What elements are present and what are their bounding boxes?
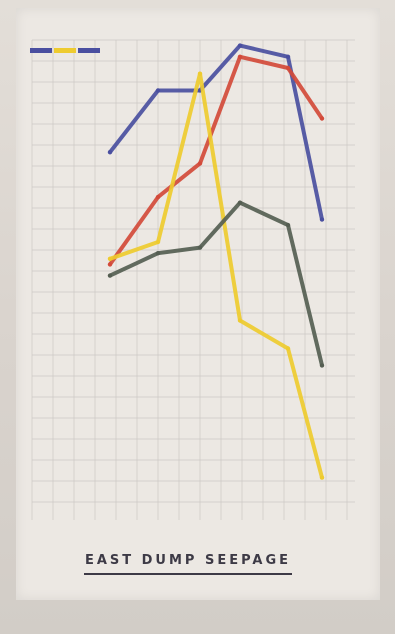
legend-swatch <box>30 48 52 53</box>
data-point <box>237 54 243 59</box>
chart-title: EAST DUMP SEEPAGE <box>85 553 291 568</box>
chart-grid <box>31 39 355 520</box>
data-point <box>107 262 113 267</box>
data-point <box>285 65 291 71</box>
data-point <box>107 150 113 155</box>
data-point <box>237 43 243 48</box>
data-point <box>319 217 325 222</box>
data-point <box>107 273 113 278</box>
data-point <box>319 363 325 368</box>
data-point <box>107 256 113 261</box>
data-point <box>285 54 291 59</box>
series-line-4 <box>108 200 324 368</box>
series-line-2 <box>108 54 324 267</box>
chart-legend <box>30 48 100 53</box>
legend-swatch <box>54 48 76 53</box>
data-point <box>197 71 203 76</box>
data-point <box>197 161 203 166</box>
series-line-1 <box>108 43 324 222</box>
series-line-3 <box>108 71 324 480</box>
data-point <box>155 251 161 256</box>
chart-poster <box>16 8 380 600</box>
data-point <box>197 245 203 250</box>
chart-series <box>107 43 325 480</box>
data-point <box>155 239 161 245</box>
data-point <box>237 200 243 205</box>
data-point <box>319 116 325 121</box>
data-point <box>237 318 243 323</box>
data-point <box>155 194 161 200</box>
legend-swatch <box>78 48 100 53</box>
data-point <box>155 88 161 93</box>
data-point <box>319 475 325 480</box>
data-point <box>285 222 291 228</box>
data-point <box>285 346 291 351</box>
